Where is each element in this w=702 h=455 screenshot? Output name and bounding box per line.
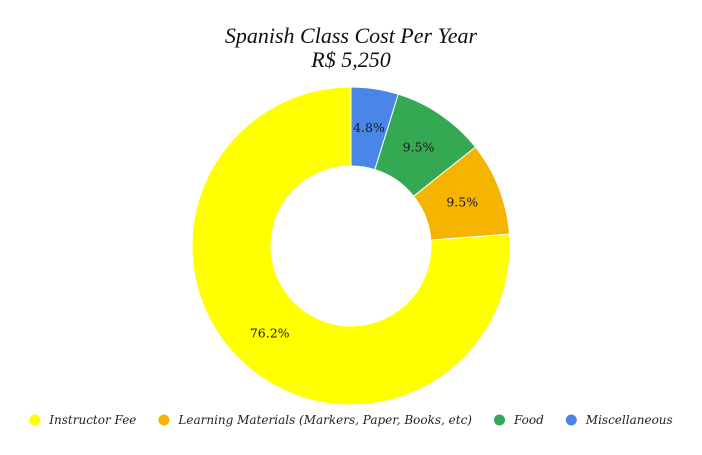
legend-marker-1 (29, 414, 41, 426)
legend-item-1: Instructor Fee (29, 413, 136, 427)
data-label-2: 9.5% (446, 194, 478, 209)
legend-label-4: Miscellaneous (585, 413, 673, 427)
donut-slice-1 (191, 86, 511, 406)
legend-label-3: Food (513, 413, 544, 427)
legend-item-4: Miscellaneous (565, 413, 673, 427)
donut-slice-4 (350, 86, 399, 171)
data-label-1: 76.2% (250, 326, 290, 341)
data-label-4: 4.8% (353, 120, 385, 135)
chart-title: Spanish Class Cost Per Year (225, 23, 478, 48)
data-label-3: 9.5% (403, 139, 435, 154)
legend-marker-3 (494, 414, 505, 426)
legend-label-2: Learning Materials (Markers, Paper, Book… (177, 413, 472, 427)
chart-subtitle: R$ 5,250 (310, 47, 390, 72)
legend-marker-2 (158, 414, 170, 426)
legend-label-1: Instructor Fee (48, 413, 136, 427)
legend-item-2: Learning Materials (Markers, Paper, Book… (158, 413, 472, 427)
legend-item-3: Food (494, 413, 544, 427)
donut-data-labels: 76.2% 9.5% 9.5% 4.8% (250, 120, 478, 341)
legend-marker-4 (565, 414, 577, 426)
donut-slices (191, 86, 511, 406)
chart-legend: Instructor Fee Learning Materials (Marker… (29, 413, 673, 427)
